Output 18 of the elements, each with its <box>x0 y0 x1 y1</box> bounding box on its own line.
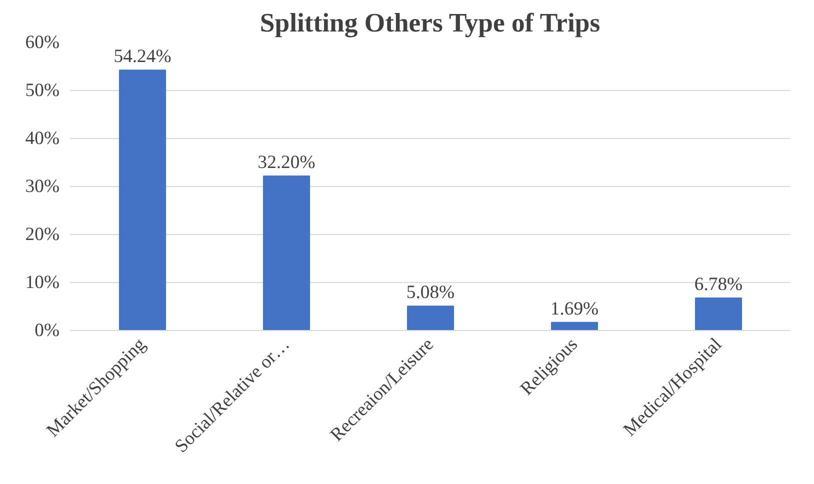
bar <box>550 322 598 330</box>
data-label: 6.78% <box>694 274 743 295</box>
y-tick-label: 20% <box>25 224 60 245</box>
bar <box>694 297 742 330</box>
y-tick-label: 60% <box>25 32 60 53</box>
y-tick-label: 40% <box>25 128 60 149</box>
data-label: 54.24% <box>114 46 172 68</box>
chart-title: Splitting Others Type of Trips <box>260 8 600 38</box>
data-label: 32.20% <box>258 152 316 173</box>
y-tick-label: 30% <box>25 176 60 197</box>
data-label: 5.08% <box>406 282 455 304</box>
y-tick-label: 10% <box>25 272 60 293</box>
y-tick-label: 0% <box>34 320 60 341</box>
bar <box>406 306 454 330</box>
y-tick-label: 50% <box>25 80 60 101</box>
bar <box>262 175 310 330</box>
data-label: 1.69% <box>550 298 599 320</box>
bar <box>118 70 166 330</box>
